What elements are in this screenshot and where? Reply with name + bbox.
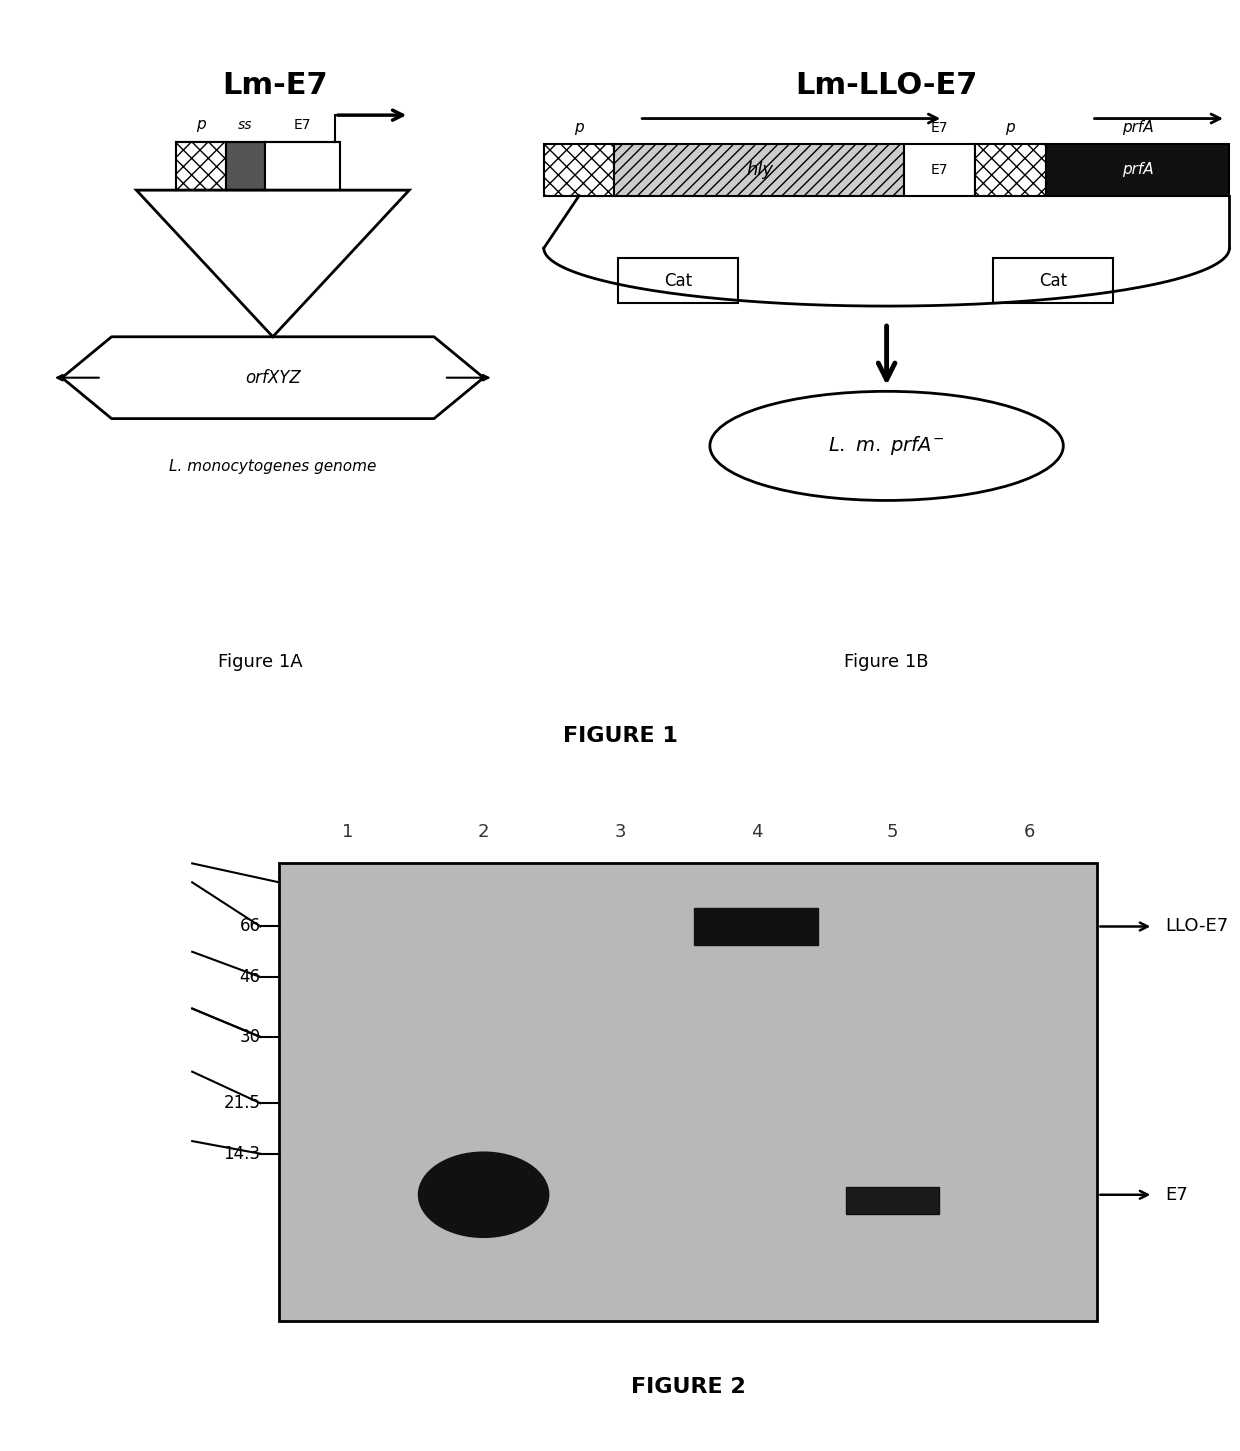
Text: 46: 46 — [239, 968, 260, 987]
Bar — [694, 907, 818, 946]
Bar — [226, 142, 265, 190]
Text: 30: 30 — [239, 1027, 260, 1046]
Text: Figure 1A: Figure 1A — [218, 653, 303, 670]
Text: E7: E7 — [931, 122, 949, 135]
Text: hly: hly — [746, 161, 773, 178]
Bar — [904, 144, 975, 196]
Ellipse shape — [711, 392, 1064, 501]
Text: Cat: Cat — [665, 271, 692, 290]
Text: LLO-E7: LLO-E7 — [1166, 917, 1229, 936]
Text: p: p — [196, 116, 206, 132]
Text: Figure 1B: Figure 1B — [844, 653, 929, 670]
Bar — [992, 258, 1112, 303]
Bar — [615, 144, 904, 196]
Text: FIGURE 1: FIGURE 1 — [563, 726, 677, 746]
Bar — [176, 142, 226, 190]
Ellipse shape — [418, 1152, 548, 1238]
Text: 66: 66 — [239, 917, 260, 936]
Text: p: p — [1006, 120, 1016, 135]
Text: 1: 1 — [341, 823, 353, 840]
Bar — [846, 1187, 939, 1213]
Bar — [544, 144, 615, 196]
Text: prfA: prfA — [1122, 163, 1153, 177]
Text: $\it{L.\ m.\ prfA}^{-}$: $\it{L.\ m.\ prfA}^{-}$ — [828, 434, 945, 457]
Text: FIGURE 2: FIGURE 2 — [631, 1377, 745, 1397]
Text: 2: 2 — [477, 823, 490, 840]
Text: ss: ss — [238, 118, 253, 132]
Text: 14.3: 14.3 — [223, 1145, 260, 1162]
Bar — [1045, 144, 1229, 196]
Text: E7: E7 — [294, 118, 311, 132]
Bar — [265, 142, 340, 190]
Text: 4: 4 — [750, 823, 763, 840]
Text: L. monocytogenes genome: L. monocytogenes genome — [169, 459, 377, 474]
Text: E7: E7 — [1166, 1185, 1188, 1204]
Text: p: p — [574, 120, 584, 135]
Bar — [618, 258, 738, 303]
Text: E7: E7 — [931, 163, 949, 177]
Bar — [975, 144, 1045, 196]
Text: 6: 6 — [1023, 823, 1035, 840]
Text: prfA: prfA — [1122, 120, 1153, 135]
Text: Lm-LLO-E7: Lm-LLO-E7 — [795, 71, 978, 100]
Text: 21.5: 21.5 — [223, 1094, 260, 1113]
Text: Lm-E7: Lm-E7 — [222, 71, 329, 100]
Text: 5: 5 — [887, 823, 899, 840]
Text: Cat: Cat — [1039, 271, 1066, 290]
Text: 3: 3 — [614, 823, 626, 840]
Bar — [279, 863, 1097, 1320]
Text: orfXYZ: orfXYZ — [246, 369, 300, 387]
